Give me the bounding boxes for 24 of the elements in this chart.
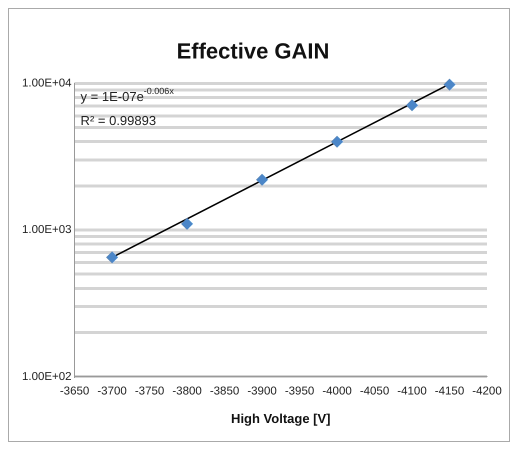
x-tick-label: -3700 [97, 386, 127, 398]
y-tick-label: 1.00E+03 [22, 224, 72, 236]
point [331, 136, 344, 148]
point [181, 218, 194, 230]
y-tick-label: 1.00E+04 [22, 78, 72, 90]
x-tick-label: -3850 [210, 386, 240, 398]
x-axis-title: High Voltage [V] [231, 410, 330, 426]
point [406, 99, 418, 112]
x-tick-label: -3950 [284, 386, 314, 398]
x-tick-label: -3650 [60, 386, 90, 398]
point [444, 78, 456, 91]
x-tick-label: -3900 [247, 386, 277, 398]
point [106, 251, 118, 264]
x-tick-label: -4150 [434, 386, 464, 398]
point [256, 174, 268, 186]
x-tick-label: -4050 [360, 386, 390, 398]
x-tick-label: -3800 [172, 386, 202, 398]
chart-title: Effective GAIN [176, 38, 330, 64]
y-tick-label: 1.00E+02 [22, 370, 72, 383]
annotation: R² = 0.99893 [80, 112, 156, 128]
x-tick-label: -4000 [322, 386, 352, 398]
x-tick-label: -4200 [472, 386, 502, 398]
x-tick-label: -4100 [397, 386, 427, 398]
x-tick-label: -3750 [134, 386, 164, 398]
